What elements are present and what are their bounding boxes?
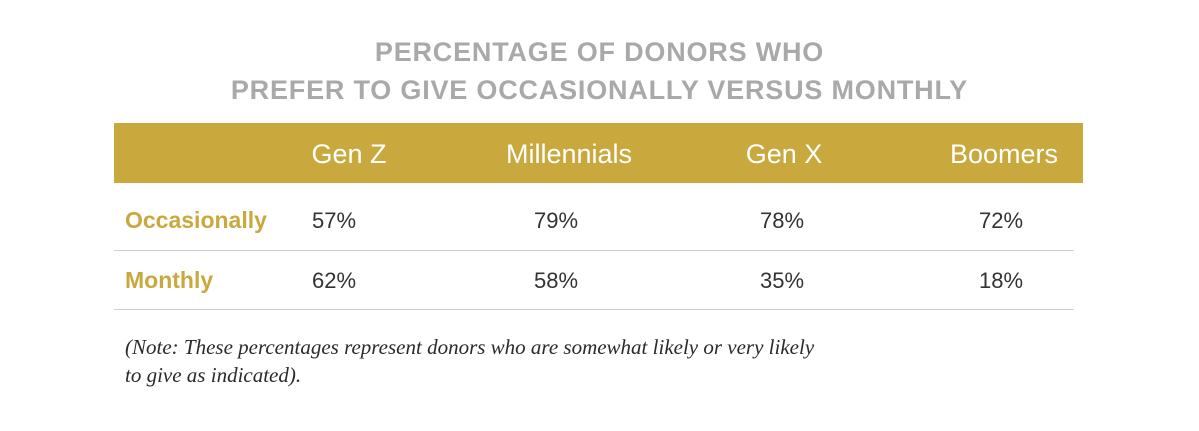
cell-occasionally-gen-x: 78%	[759, 208, 805, 233]
row-label-occasionally: Occasionally	[125, 207, 267, 233]
row-label-monthly: Monthly	[125, 267, 214, 293]
title-line-1: PERCENTAGE OF DONORS WHO	[374, 37, 825, 67]
column-header-boomers: Boomers	[949, 139, 1059, 169]
title-line-2: PREFER TO GIVE OCCASIONALLY VERSUS MONTH…	[230, 75, 969, 105]
cell-occasionally-boomers: 72%	[978, 208, 1024, 233]
table-header-row: Gen Z Millennials Gen X Boomers	[114, 123, 1083, 183]
table-title: PERCENTAGE OF DONORS WHO PREFER TO GIVE …	[0, 33, 1199, 109]
row-divider	[114, 250, 1074, 251]
column-header-gen-x: Gen X	[745, 139, 823, 169]
table-note: (Note: These percentages represent donor…	[125, 333, 985, 389]
column-header-gen-z: Gen Z	[311, 139, 387, 169]
note-line-1: (Note: These percentages represent donor…	[125, 335, 815, 359]
cell-occasionally-millennials: 79%	[533, 208, 579, 233]
cell-monthly-gen-x: 35%	[759, 268, 805, 293]
cell-monthly-gen-z: 62%	[311, 268, 357, 293]
cell-occasionally-gen-z: 57%	[311, 208, 357, 233]
cell-monthly-boomers: 18%	[978, 268, 1024, 293]
row-divider	[114, 309, 1074, 310]
note-line-2: to give as indicated).	[125, 363, 302, 387]
cell-monthly-millennials: 58%	[533, 268, 579, 293]
column-header-millennials: Millennials	[505, 139, 633, 169]
